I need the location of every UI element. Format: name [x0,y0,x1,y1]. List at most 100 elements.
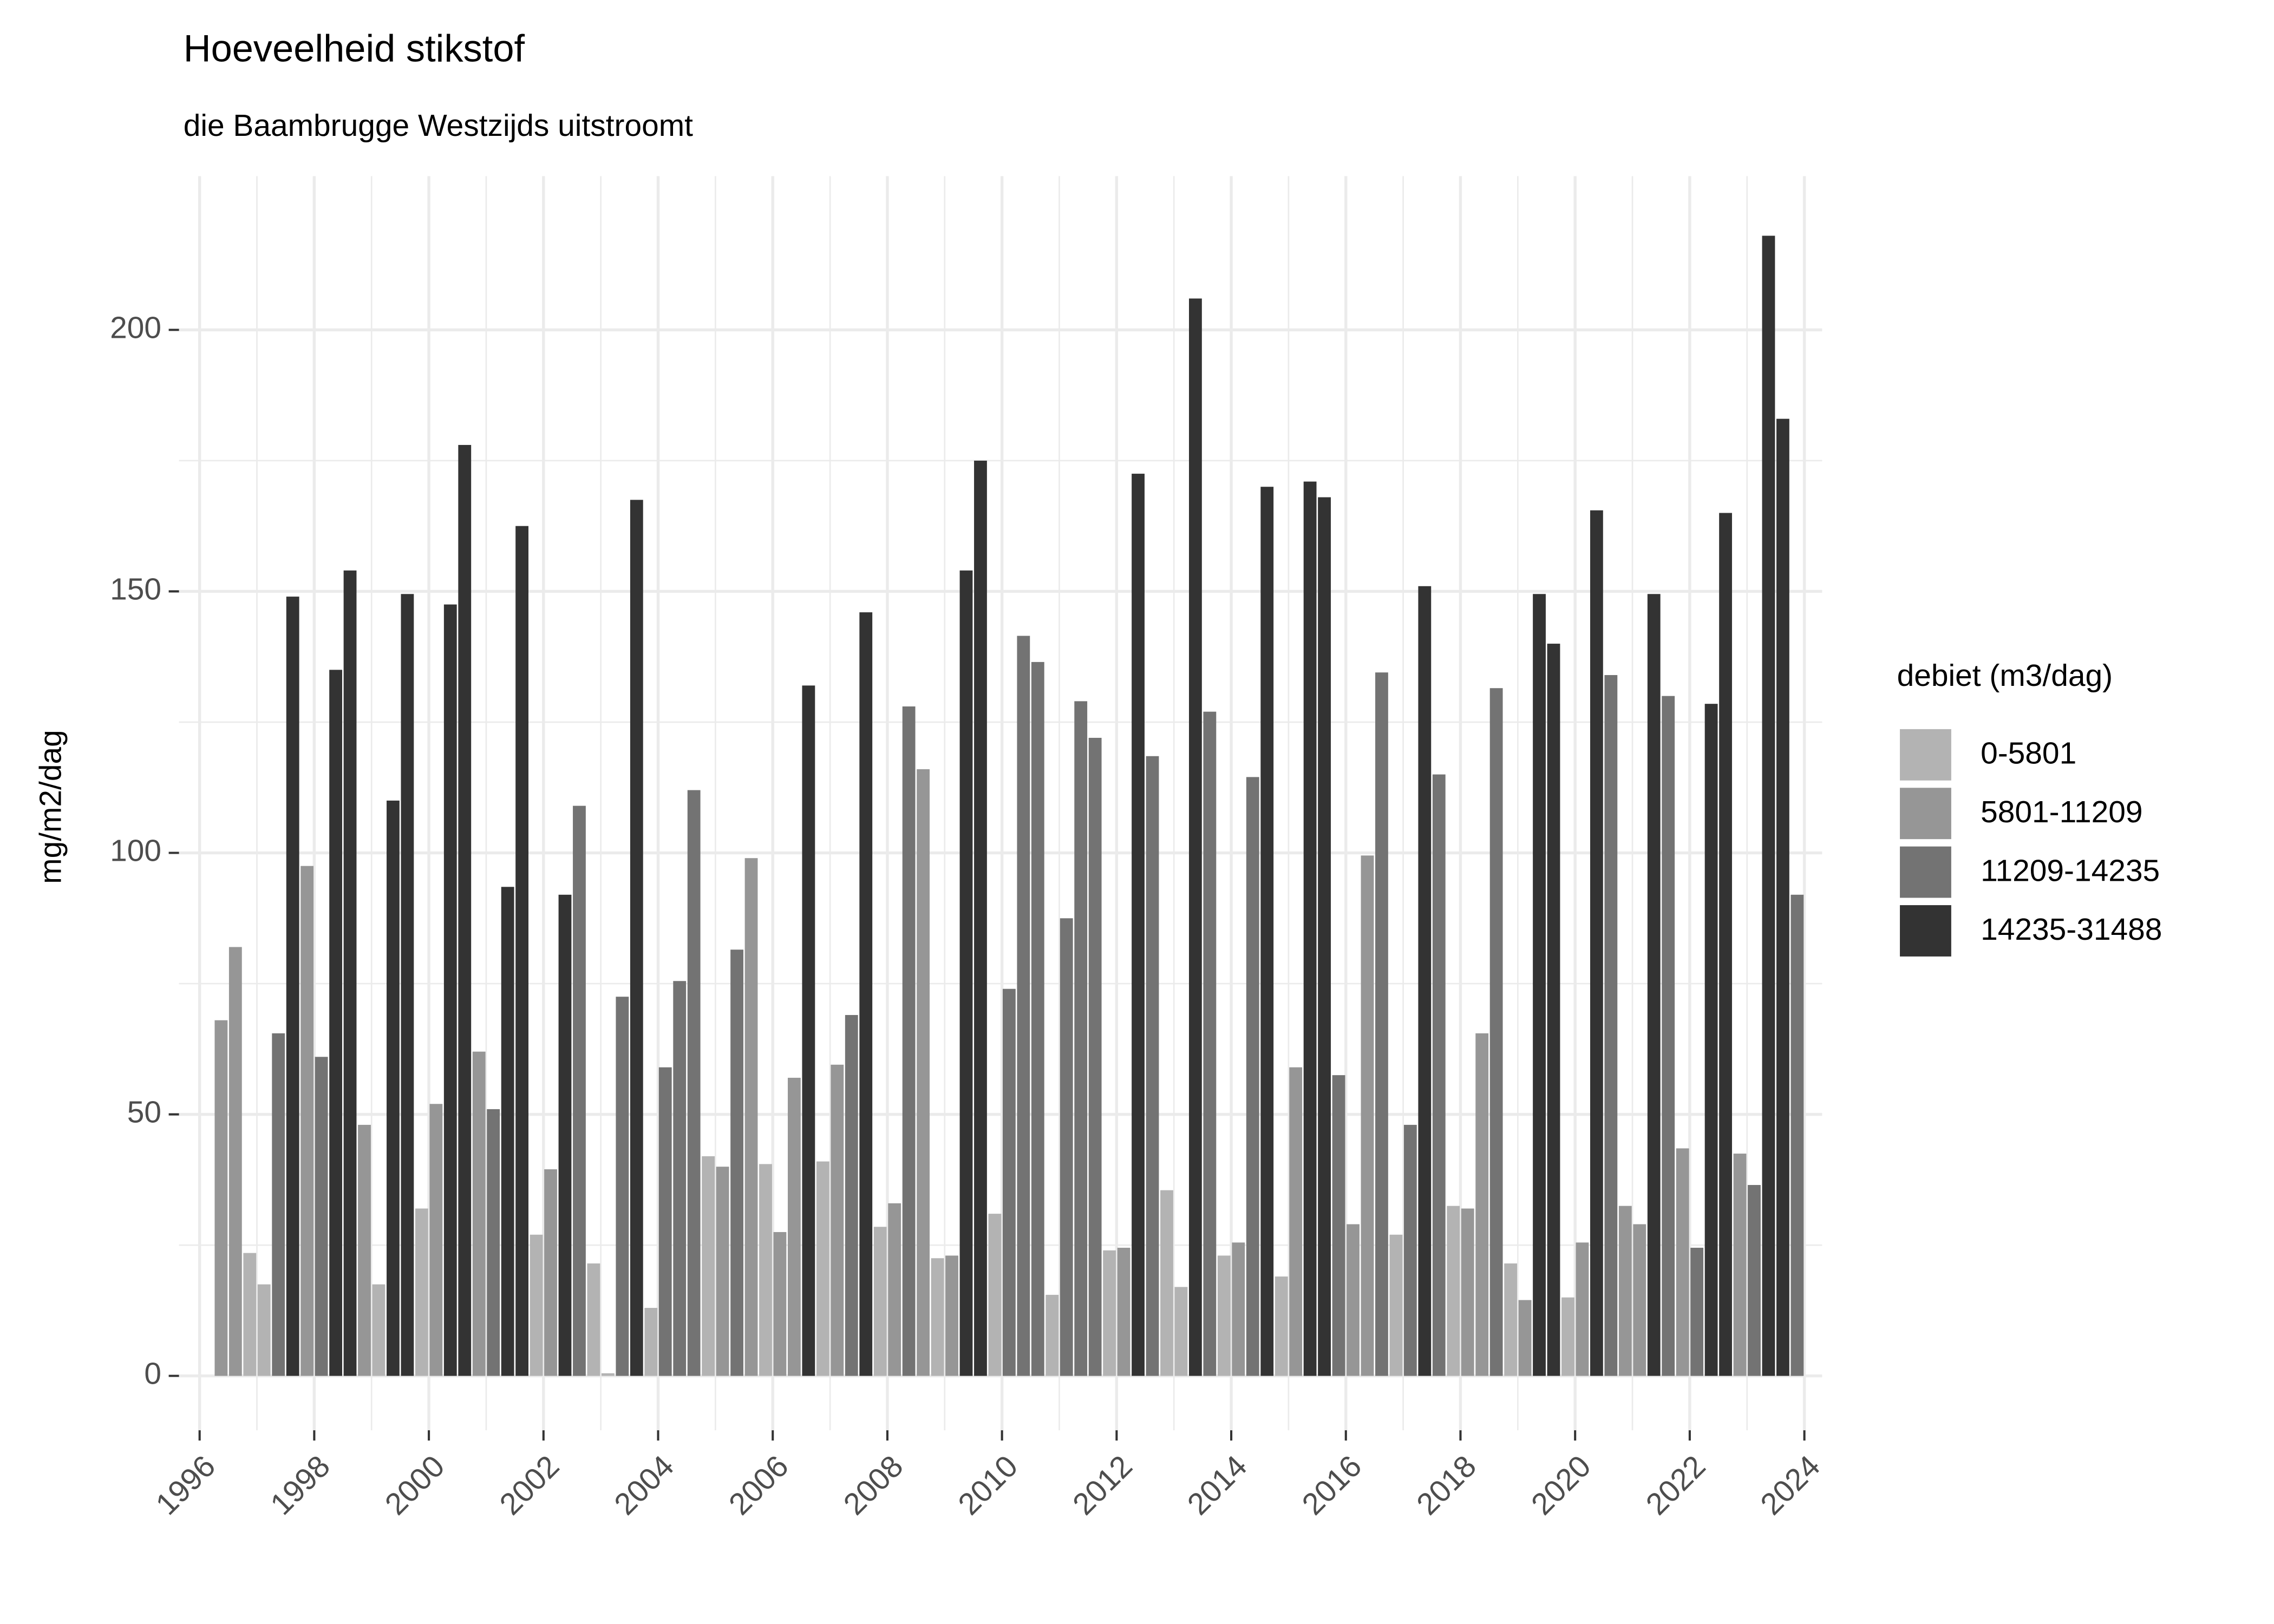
bar [902,706,916,1376]
bar [716,1167,729,1376]
bar [1447,1206,1460,1376]
bar [300,866,314,1376]
chart-subtitle: die Baambrugge Westzijds uitstroomt [184,108,693,143]
bar [1332,1075,1345,1376]
legend-label: 0-5801 [1981,736,2076,771]
y-tick-label: 200 [110,310,161,345]
bar [1117,1247,1131,1376]
bar [358,1124,371,1376]
bar [1489,688,1503,1376]
bar [1791,894,1804,1376]
bar [1647,594,1661,1376]
bar [1475,1033,1489,1376]
bar [587,1263,600,1376]
bar [1060,918,1073,1376]
chart-title: Hoeveelheid stikstof [184,27,525,70]
bar [859,612,873,1376]
bar [1547,644,1560,1376]
bar [1776,418,1789,1376]
bar [1002,988,1016,1376]
bar [1762,235,1775,1376]
bar [988,1214,1002,1376]
bar [673,981,687,1376]
bar [730,949,743,1376]
bar [931,1258,944,1376]
bar [1561,1297,1574,1376]
bar [1748,1185,1761,1376]
bar [1690,1247,1704,1376]
bar [501,887,514,1376]
bar [687,790,701,1376]
bar [1132,474,1145,1376]
bar [1045,1294,1059,1376]
bar [1361,855,1374,1376]
bar [1289,1067,1303,1376]
bar [544,1169,557,1376]
bar [415,1208,428,1376]
bar [1518,1300,1532,1376]
bar [401,594,414,1376]
bar [816,1161,829,1376]
bar [272,1033,285,1376]
bar [329,670,343,1376]
bar [802,685,815,1376]
bar [1146,756,1159,1376]
bar [601,1373,615,1376]
bar [1188,298,1202,1376]
bar [1347,1224,1360,1376]
bar [315,1057,328,1376]
bar [788,1077,801,1376]
bar [1719,513,1732,1376]
bar [257,1284,271,1376]
legend-label: 11209-14235 [1981,853,2160,888]
bar [1604,675,1618,1376]
bar [702,1156,715,1376]
bar [487,1109,500,1376]
bar [759,1164,772,1376]
y-tick-label: 150 [110,572,161,606]
bar [1275,1276,1288,1376]
bar [1260,487,1274,1376]
bar [573,806,586,1376]
bars [214,235,1804,1376]
legend-title: debiet (m3/dag) [1897,658,2113,693]
bar [372,1284,385,1376]
bar [1217,1255,1231,1376]
y-axis-label: mg/m2/dag [34,730,68,884]
bar [1017,636,1030,1376]
bar [1403,1124,1417,1376]
y-tick-label: 0 [144,1357,161,1391]
bar [1533,594,1546,1376]
bar [1375,672,1388,1376]
bar [243,1253,257,1376]
bar [387,800,400,1376]
bar [443,604,457,1376]
bar [1418,586,1432,1376]
bar [1662,696,1675,1376]
bar [1203,711,1217,1376]
bar [744,858,758,1376]
bar [429,1104,443,1376]
bar [888,1203,901,1376]
bar [1160,1190,1173,1376]
bar [1504,1263,1518,1376]
legend-swatch [1900,905,1951,957]
bar [228,947,242,1376]
y-tick-label: 100 [110,834,161,868]
bar [1318,497,1331,1376]
bar [773,1232,787,1376]
bar [1303,481,1317,1376]
bar [1103,1250,1116,1376]
legend-label: 5801-11209 [1981,795,2142,829]
legend-swatch [1900,729,1951,781]
bar [1389,1234,1403,1376]
legend-swatch [1900,846,1951,898]
bar [945,1255,958,1376]
bar [1576,1242,1589,1376]
bar [959,570,973,1376]
bar [1031,662,1044,1376]
bar [1676,1148,1689,1376]
bar [1174,1287,1188,1376]
